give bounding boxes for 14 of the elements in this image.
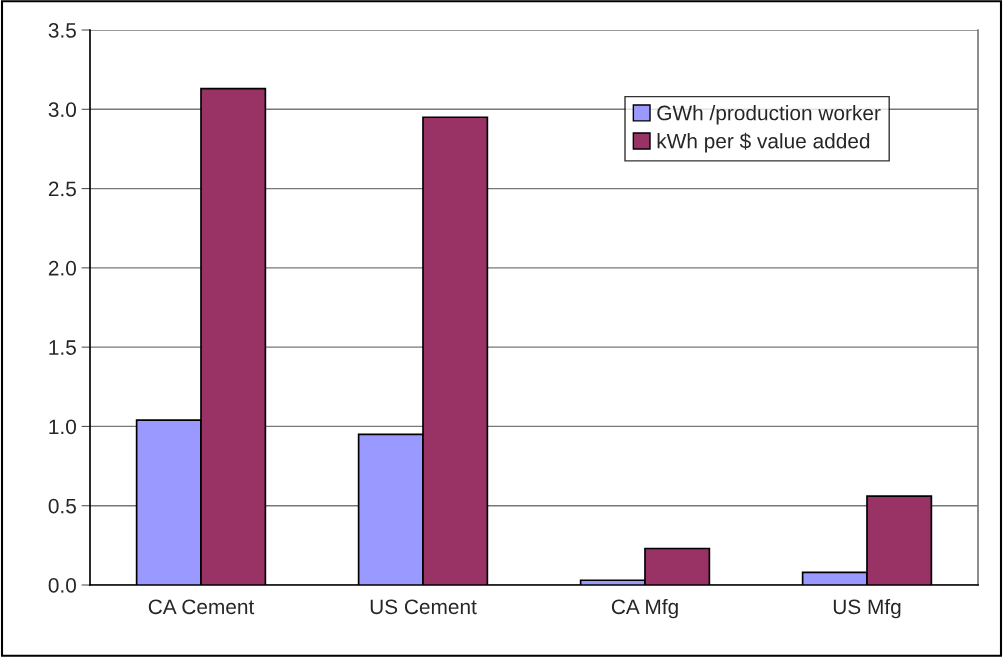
y-tick-label: 0.5 <box>48 498 76 514</box>
y-tick-label: 2.5 <box>48 181 76 197</box>
x-tick-label: US Cement <box>370 599 477 615</box>
y-tick-label: 3.5 <box>48 23 76 38</box>
y-tick-label: 1.5 <box>49 340 76 355</box>
legend-label: GWh /production worker <box>657 105 881 125</box>
x-tick-label: CA Mfg <box>611 598 678 619</box>
y-tick-label: 1.0 <box>49 419 76 435</box>
x-tick-label: CA Cement <box>148 599 255 615</box>
x-tick-label: US Mfg <box>833 598 901 619</box>
y-tick-label: 2.0 <box>48 260 76 276</box>
y-tick-label: 0.0 <box>48 578 76 593</box>
y-tick-label: 3.0 <box>48 102 76 118</box>
legend-label: kWh per $ value added <box>657 132 870 153</box>
